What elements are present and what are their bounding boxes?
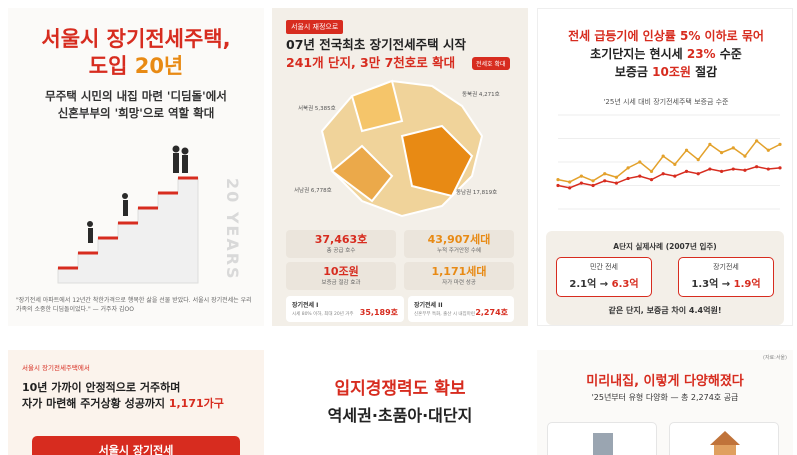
card-mirinaejip: (자료:서울) 미리내집, 이렇게 다양해졌다 '25년부터 유형 다양화 — … (537, 350, 793, 455)
stat-home-owners: 1,171세대 자가 마련 성공 (404, 262, 514, 290)
data-point (568, 186, 572, 190)
series-line-1 (557, 165, 781, 189)
data-point (766, 167, 770, 171)
card4-tag: 서울시 장기전세주택에서 (22, 364, 90, 372)
data-point (614, 175, 619, 179)
data-point (684, 169, 689, 173)
data-point (603, 172, 607, 176)
data-point (743, 168, 747, 172)
data-point (684, 148, 689, 152)
data-point (591, 183, 595, 188)
data-point (579, 174, 583, 178)
resident-quote: "장기전세 아파트에서 12년간 착한가격으로 행복한 삶을 선물 받았다. 서… (16, 297, 252, 313)
card2-title2: 241개 단지, 3만 7천호로 확대 (286, 55, 456, 70)
card-deposit-savings: 전세 급등기에 인상률 5% 이하로 묶어 초기단지는 현시세 23% 수준 보… (537, 8, 793, 326)
card2-title: 07년 전국최초 장기전세주택 시작 (286, 37, 466, 52)
card1-title: 서울시 장기전세주택, 도입 20년 (41, 27, 231, 78)
data-point (579, 181, 583, 185)
data-point (673, 174, 677, 178)
deposit-line-chart (556, 114, 782, 210)
data-point (755, 139, 759, 143)
data-point (661, 154, 665, 158)
data-point (731, 146, 735, 150)
data-point (603, 179, 607, 183)
data-point (755, 165, 759, 169)
data-point (778, 166, 782, 170)
map-label-southwest: 서남권 6,778호 (294, 188, 332, 194)
source-note: (자료:서울) (763, 355, 787, 361)
map-label-northeast: 동북권 4,271호 (462, 92, 500, 98)
house-icon (710, 431, 740, 455)
data-point (556, 183, 560, 188)
stairs-illustration (57, 145, 199, 284)
data-point (649, 169, 654, 173)
card4-box: 서울시 장기전세 (32, 436, 240, 455)
map-label-northwest: 서북권 5,385호 (298, 106, 336, 112)
data-point (696, 172, 700, 176)
series-line-0 (557, 139, 781, 183)
card-home-ownership: 서울시 장기전세주택에서 10년 가까이 안정적으로 거주하며 자가 마련해 주… (8, 350, 264, 455)
data-point (638, 174, 642, 178)
stat-total-supply: 37,463호 총 공급 호수 (286, 230, 396, 258)
card1-subtitle: 무주택 시민의 내집 마련 '디딤돌'에서 신혼부부의 '희망'으로 역할 확대 (45, 89, 227, 120)
type1-stat: 장기전세 I 시세 80% 이하, 최대 20년 거주 35,189호 (286, 296, 404, 322)
data-point (626, 176, 630, 181)
data-point (591, 179, 595, 183)
case-study-panel: A단지 실제사례 (2007년 입주) 민간 전세 2.1억 → 6.3억 장기… (546, 231, 784, 325)
seoul-map (320, 79, 484, 218)
data-point (766, 148, 770, 152)
card5-title: 입지경쟁력도 확보 (334, 379, 466, 399)
card2-tag: 서울시 재정으로 (286, 20, 344, 34)
data-point (719, 169, 724, 173)
years-watermark: 20 YEARS (223, 178, 242, 281)
data-point (731, 167, 735, 171)
data-point (778, 142, 782, 146)
card-location: 입지경쟁력도 확보 역세권·초품아·대단지 (272, 350, 528, 455)
apartment-icon (593, 433, 613, 455)
map-label-southeast: 동남권 17,819호 (456, 190, 498, 196)
card3-title: 전세 급등기에 인상률 5% 이하로 묶어 초기단지는 현시세 23% 수준 보… (568, 29, 764, 79)
card4-title: 10년 가까이 안정적으로 거주하며 자가 마련해 주거상황 성공까지 1,17… (22, 381, 224, 410)
apartment-tile (547, 422, 657, 455)
data-point (673, 162, 677, 166)
data-point (661, 172, 665, 176)
data-point (743, 154, 747, 158)
data-point (556, 178, 560, 182)
data-point (638, 160, 642, 164)
chart-title: '25년 시세 대비 장기전세주택 보증금 수준 (603, 98, 729, 106)
private-lease-box: 민간 전세 2.1억 → 6.3억 (556, 257, 652, 297)
data-point (626, 166, 630, 170)
long-lease-box: 장기전세 1.3억 → 1.9억 (678, 257, 774, 297)
card6-subtitle: '25년부터 유형 다양화 — 총 2,274호 공급 (591, 393, 739, 402)
case-title: A단지 실제사례 (2007년 입주) (613, 242, 717, 251)
card5-subtitle: 역세권·초품아·대단지 (327, 406, 473, 425)
stat-beneficiaries: 43,907세대 누적 주거안정 수혜 (404, 230, 514, 258)
data-point (696, 158, 700, 162)
card2-badge: 전세호 확대 (472, 57, 510, 70)
house-tile (669, 422, 779, 455)
stat-savings: 10조원 보증금 절감 효과 (286, 262, 396, 290)
difference-text: 같은 단지, 보증금 차이 4.4억원! (608, 306, 722, 315)
card-supply-expansion: 서울시 재정으로 07년 전국최초 장기전세주택 시작 241개 단지, 3만 … (272, 8, 528, 326)
data-point (614, 181, 619, 185)
card-20-years: 서울시 장기전세주택, 도입 20년 무주택 시민의 내집 마련 '디딤돌'에서… (8, 8, 264, 326)
data-point (708, 167, 712, 171)
card6-title: 미리내집, 이렇게 다양해졌다 (586, 374, 744, 389)
data-point (708, 142, 712, 146)
data-point (568, 180, 572, 184)
data-point (719, 151, 724, 155)
type2-stat: 장기전세 II 신혼부부 특화, 출산 시 내집마련 2,274호 (408, 296, 514, 322)
data-point (649, 178, 654, 182)
